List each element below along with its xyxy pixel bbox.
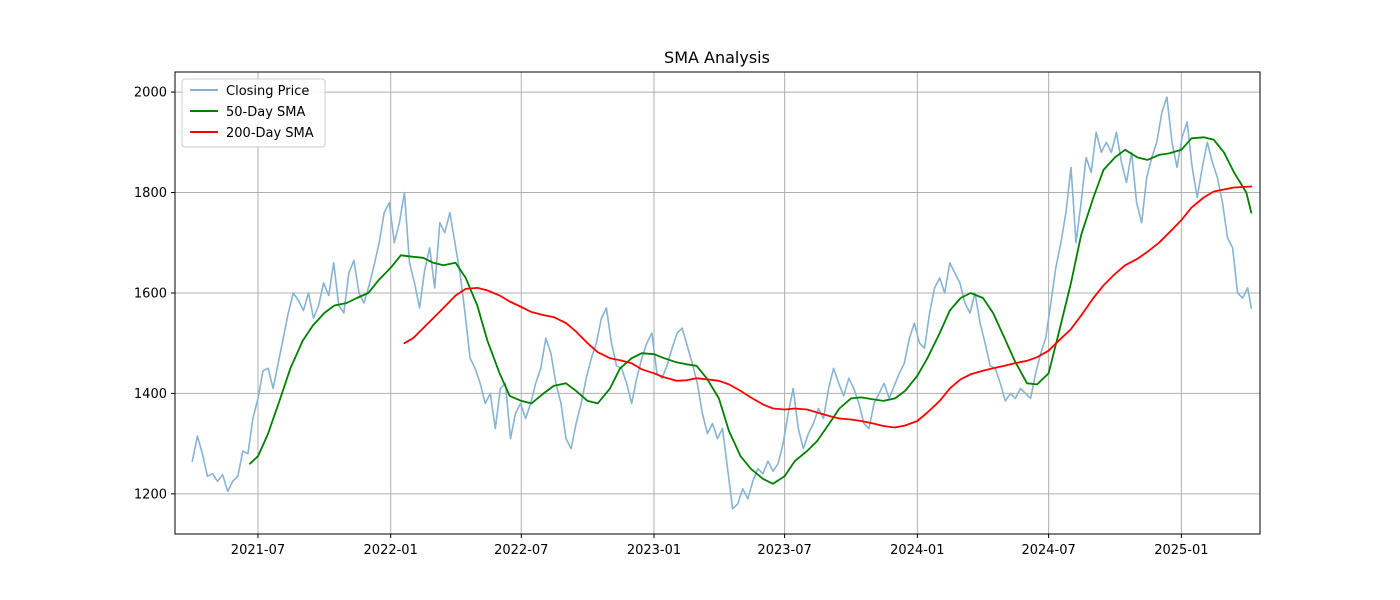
series-line-200-day-sma bbox=[403, 185, 1253, 429]
series-line-50-day-sma bbox=[249, 136, 1253, 485]
legend: Closing Price 50-Day SMA 200-Day SMA bbox=[181, 78, 326, 148]
legend-box bbox=[181, 78, 326, 148]
legend-label-50-day-sma: 50-Day SMA bbox=[226, 105, 306, 120]
x-tick-label-2024-07: 2024-07 bbox=[1021, 543, 1075, 558]
y-tick-label-2000: 2000 bbox=[134, 86, 167, 101]
series-line-closing-price bbox=[191, 96, 1253, 510]
x-tick-label-2021-07: 2021-07 bbox=[231, 543, 285, 558]
y-tick-label-1600: 1600 bbox=[134, 286, 167, 301]
axis-ticks: 2021-07 2022-01 2022-07 2023-01 2023-07 2024-… bbox=[134, 86, 1209, 558]
x-tick-label-2023-07: 2023-07 bbox=[757, 543, 811, 558]
plot-frame bbox=[174, 71, 1261, 535]
chart-title: SMA Analysis bbox=[664, 48, 770, 67]
y-tick-label-1400: 1400 bbox=[134, 387, 167, 402]
x-tick-label-2025-01: 2025-01 bbox=[1154, 543, 1208, 558]
y-tick-label-1800: 1800 bbox=[134, 186, 167, 201]
x-tick-label-2022-07: 2022-07 bbox=[494, 543, 548, 558]
series-lines bbox=[191, 96, 1253, 510]
legend-label-closing-price: Closing Price bbox=[226, 84, 309, 99]
x-tick-label-2024-01: 2024-01 bbox=[890, 543, 944, 558]
y-tick-label-1200: 1200 bbox=[134, 487, 167, 502]
legend-label-200-day-sma: 200-Day SMA bbox=[226, 126, 314, 141]
x-tick-label-2022-01: 2022-01 bbox=[364, 543, 418, 558]
x-tick-label-2023-01: 2023-01 bbox=[627, 543, 681, 558]
